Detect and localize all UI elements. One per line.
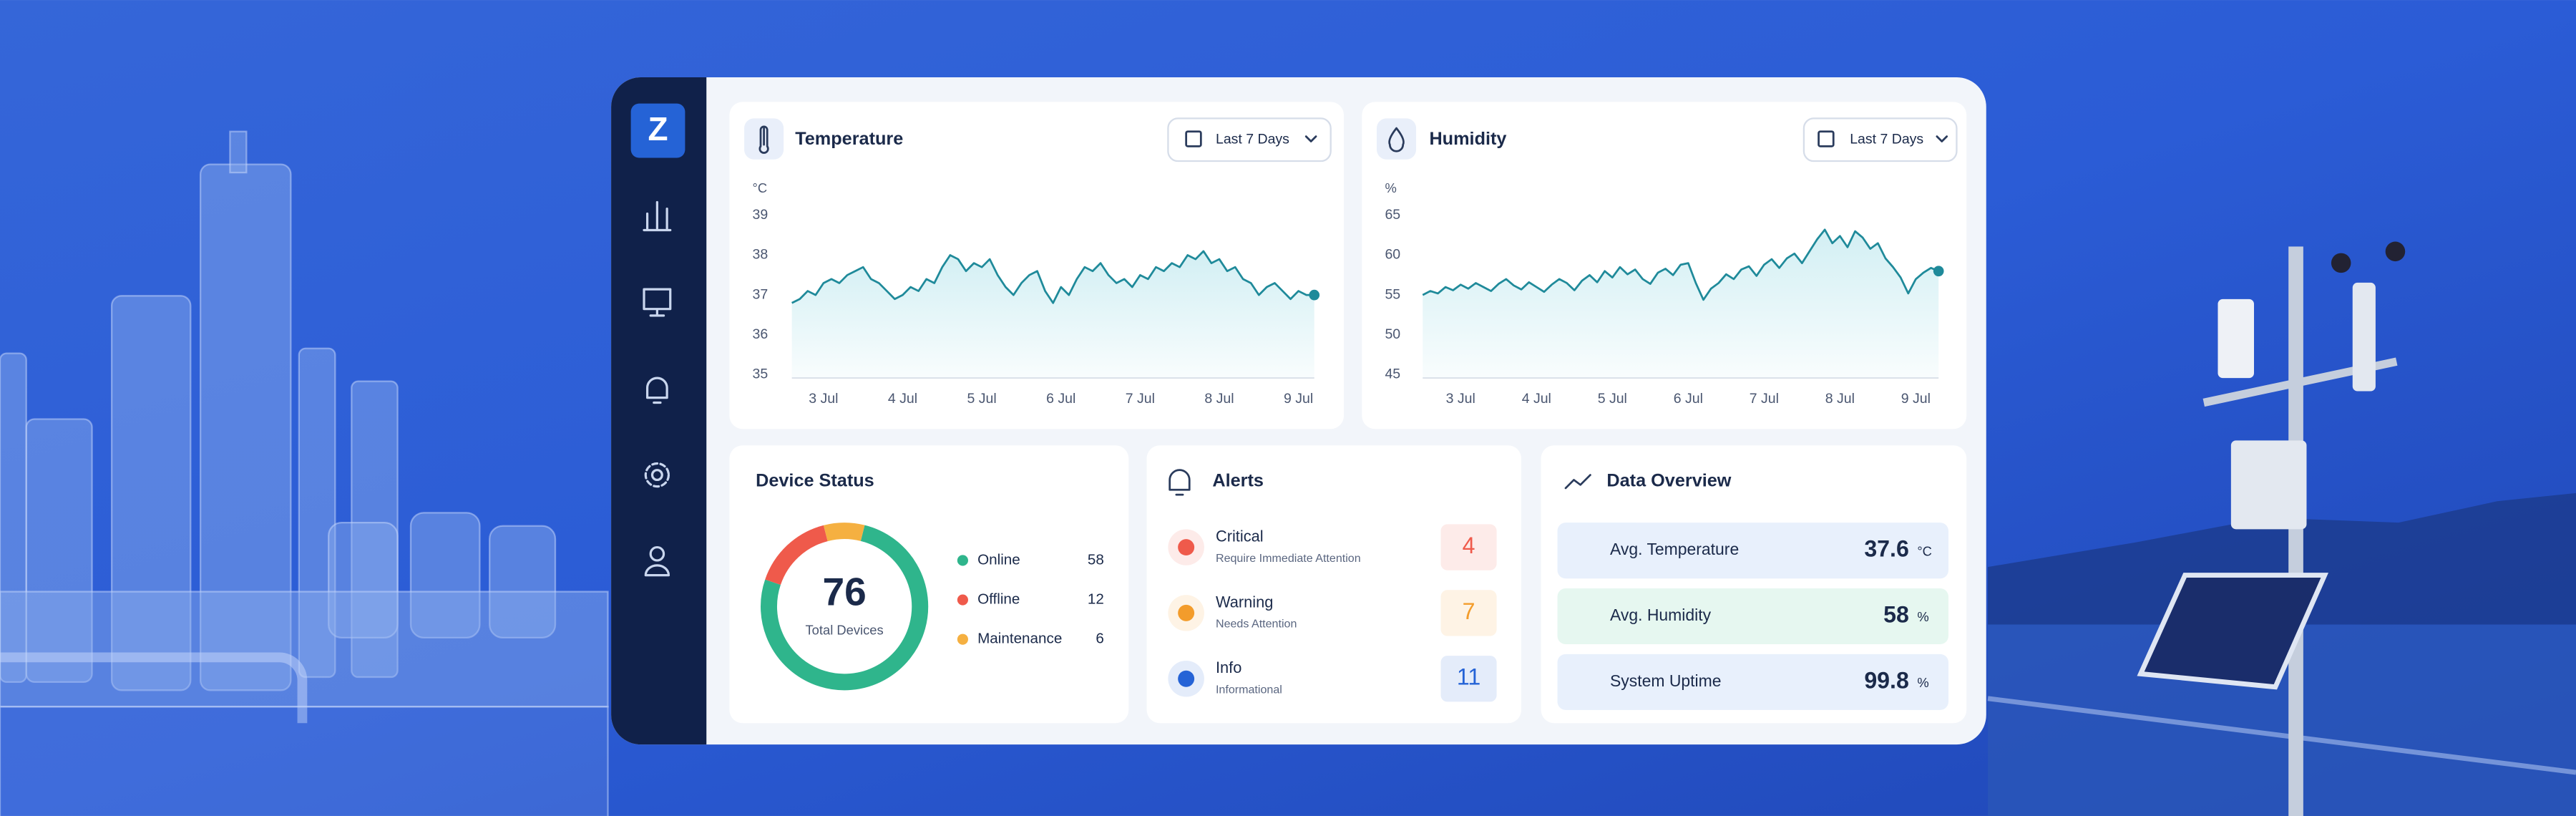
range-select: Last 7 Days <box>1216 131 1289 147</box>
x-tick-label: 3 Jul <box>1446 391 1475 407</box>
y-tick-label: 50 <box>1385 326 1400 342</box>
alert-name: Warning <box>1216 593 1273 611</box>
y-axis-unit: % <box>1385 180 1396 195</box>
sidebar-icons[interactable] <box>643 200 672 577</box>
overview-title: Data Overview <box>1606 470 1731 490</box>
legend-value: 58 <box>1088 551 1104 568</box>
line <box>1422 228 1939 301</box>
legend-dot <box>957 594 968 606</box>
donut-segment <box>765 525 828 586</box>
y-tick-label: 60 <box>1385 247 1400 263</box>
total-label: Total Devices <box>806 623 884 638</box>
overview-unit: % <box>1917 675 1928 690</box>
alert-dot <box>1178 604 1195 621</box>
alert-dot <box>1178 539 1195 556</box>
x-tick-label: 9 Jul <box>1901 391 1931 407</box>
alert-count: 4 <box>1463 533 1475 558</box>
y-tick-label: 38 <box>753 247 769 263</box>
y-tick-label: 55 <box>1385 286 1400 302</box>
x-tick-label: 4 Jul <box>1522 391 1551 407</box>
chart-title: Humidity <box>1429 129 1506 149</box>
end-point <box>1309 289 1320 301</box>
total-value: 76 <box>822 570 866 614</box>
overview-unit: % <box>1917 609 1928 624</box>
area <box>791 251 1314 379</box>
legend-label: Offline <box>977 591 1020 608</box>
x-tick-label: 8 Jul <box>1825 391 1855 407</box>
overview-row <box>1557 523 1948 579</box>
area <box>1423 229 1939 379</box>
overview-row <box>1557 588 1948 645</box>
legend-value: 6 <box>1096 631 1104 647</box>
x-tick-label: 6 Jul <box>1674 391 1703 407</box>
panel-icons <box>744 117 1958 692</box>
alert-count-box <box>1440 524 1497 570</box>
x-tick-label: 7 Jul <box>1126 391 1155 407</box>
overview-label: System Uptime <box>1610 671 1722 690</box>
legend-dot <box>957 633 968 645</box>
legend-dot <box>957 555 968 566</box>
x-tick-label: 4 Jul <box>888 391 917 407</box>
y-tick-label: 37 <box>753 286 769 302</box>
overview-label: Avg. Humidity <box>1610 606 1712 624</box>
logo-box <box>630 103 686 158</box>
overview-label: Avg. Temperature <box>1610 540 1739 558</box>
alert-dot <box>1178 670 1195 687</box>
legend-value: 12 <box>1088 591 1104 608</box>
x-tick-label: 5 Jul <box>1598 391 1627 407</box>
y-axis-unit: °C <box>753 180 768 195</box>
donut-segment <box>823 523 865 542</box>
alert-count: 7 <box>1463 598 1475 624</box>
logo: Z <box>648 110 668 147</box>
range-select: Last 7 Days <box>1850 131 1923 147</box>
y-tick-label: 39 <box>753 207 769 223</box>
alert-description: Needs Attention <box>1216 618 1297 631</box>
x-tick-label: 3 Jul <box>809 391 838 407</box>
overview-value: 37.6 <box>1864 536 1909 562</box>
donut-segment <box>761 525 929 691</box>
alert-description: Require Immediate Attention <box>1216 552 1361 565</box>
alert-count: 11 <box>1457 664 1480 690</box>
x-tick-label: 9 Jul <box>1284 391 1313 407</box>
x-tick-label: 8 Jul <box>1204 391 1234 407</box>
overview-value: 99.8 <box>1864 667 1909 693</box>
alert-description: Informational <box>1216 684 1282 696</box>
factory-illustration <box>0 130 609 816</box>
y-tick-label: 36 <box>753 326 769 342</box>
line <box>791 250 1314 304</box>
end-point <box>1933 266 1944 277</box>
alert-name: Info <box>1216 659 1241 676</box>
sidebar <box>611 77 707 745</box>
x-tick-label: 6 Jul <box>1046 391 1075 407</box>
x-tick-label: 7 Jul <box>1750 391 1779 407</box>
alert-count-box <box>1440 590 1497 636</box>
chart-title: Device Status <box>756 470 874 490</box>
y-tick-label: 35 <box>753 366 769 382</box>
legend-label: Online <box>977 551 1020 568</box>
alert-count-box <box>1440 656 1497 702</box>
chart-title: Temperature <box>795 129 903 149</box>
overview-value: 58 <box>1883 601 1909 627</box>
y-tick-label: 65 <box>1385 207 1400 223</box>
legend-label: Maintenance <box>977 631 1062 647</box>
station-illustration <box>1987 241 2576 816</box>
x-tick-label: 5 Jul <box>967 391 997 407</box>
y-tick-label: 45 <box>1385 366 1400 382</box>
overview-row <box>1557 654 1948 710</box>
overview-unit: °C <box>1917 543 1932 558</box>
alert-name: Critical <box>1216 528 1264 545</box>
alerts-title: Alerts <box>1212 470 1264 490</box>
